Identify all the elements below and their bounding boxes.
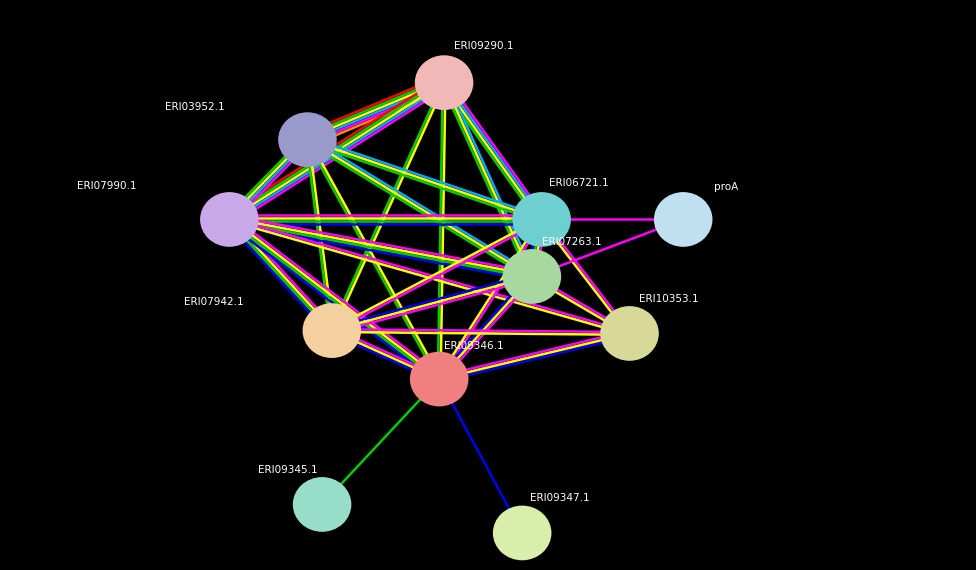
Ellipse shape — [503, 249, 561, 304]
Ellipse shape — [410, 352, 468, 406]
Ellipse shape — [415, 55, 473, 110]
Ellipse shape — [303, 303, 361, 358]
Ellipse shape — [654, 192, 712, 247]
Text: ERI09346.1: ERI09346.1 — [444, 340, 504, 351]
Text: ERI03952.1: ERI03952.1 — [165, 102, 224, 112]
Ellipse shape — [293, 477, 351, 532]
Ellipse shape — [278, 112, 337, 167]
Text: ERI07942.1: ERI07942.1 — [184, 296, 244, 307]
Text: ERI10353.1: ERI10353.1 — [639, 294, 699, 304]
Ellipse shape — [512, 192, 571, 247]
Text: ERI06721.1: ERI06721.1 — [549, 178, 609, 188]
Ellipse shape — [493, 506, 551, 560]
Text: ERI07263.1: ERI07263.1 — [542, 237, 601, 247]
Text: ERI07990.1: ERI07990.1 — [77, 181, 137, 191]
Text: ERI09290.1: ERI09290.1 — [454, 41, 513, 51]
Text: ERI09345.1: ERI09345.1 — [258, 465, 317, 475]
Text: ERI09347.1: ERI09347.1 — [530, 493, 590, 503]
Text: proA: proA — [714, 182, 739, 192]
Ellipse shape — [200, 192, 259, 247]
Ellipse shape — [600, 306, 659, 361]
